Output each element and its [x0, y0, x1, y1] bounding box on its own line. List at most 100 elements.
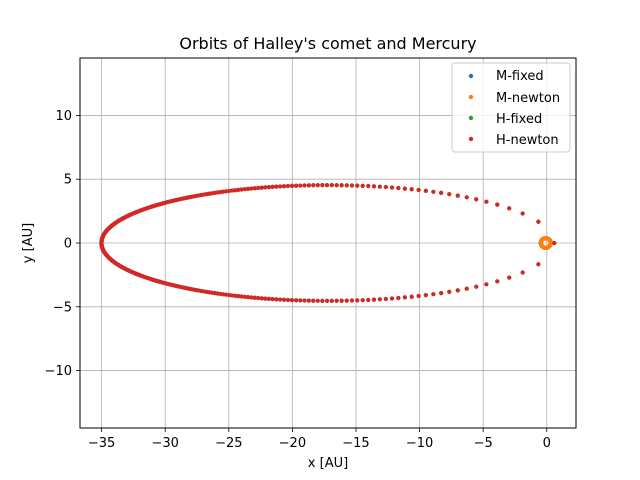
point-h-newton	[266, 296, 271, 301]
series-h-newton	[99, 183, 557, 303]
point-h-newton	[239, 294, 244, 299]
legend-label-m-fixed: M-fixed	[496, 69, 544, 84]
point-h-newton	[278, 297, 283, 302]
point-h-newton	[266, 185, 271, 190]
ticks-layer: −35 −30 −25 −20 −15 −10 −5 0 −10 −5 0 5 10	[45, 109, 551, 451]
legend: M-fixed M-newton H-fixed H-newton	[451, 62, 571, 153]
point-h-newton	[339, 298, 344, 303]
point-h-newton	[233, 293, 238, 298]
point-h-newton	[536, 262, 541, 267]
x-tick-label: −35	[88, 436, 115, 451]
point-h-newton	[306, 298, 311, 303]
point-h-newton	[302, 183, 307, 188]
point-h-newton	[315, 298, 320, 303]
point-h-newton	[355, 183, 360, 188]
legend-label-m-newton: M-newton	[496, 91, 560, 106]
point-h-newton	[256, 295, 261, 301]
point-h-newton	[360, 183, 365, 188]
legend-label-h-newton: H-newton	[496, 133, 559, 148]
chart-title: Orbits of Halley's comet and Mercury	[179, 34, 476, 53]
y-axis-label: y [AU]	[21, 223, 36, 263]
point-h-newton	[230, 293, 235, 298]
point-h-newton	[289, 183, 295, 188]
point-h-newton	[416, 293, 421, 299]
point-h-newton	[298, 298, 303, 303]
legend-box	[451, 62, 571, 153]
point-h-newton	[259, 296, 264, 301]
point-h-newton	[520, 270, 525, 275]
point-h-newton	[252, 186, 257, 191]
point-h-newton	[439, 190, 444, 196]
point-h-newton	[249, 186, 254, 191]
point-h-newton	[298, 183, 303, 188]
point-h-newton	[349, 298, 355, 303]
point-m-newton	[548, 241, 553, 246]
point-h-newton	[236, 294, 241, 299]
legend-marker-m-newton	[468, 94, 474, 100]
point-h-newton	[552, 240, 557, 246]
point-h-newton	[270, 297, 275, 302]
legend-marker-h-newton	[468, 136, 474, 142]
point-h-newton	[402, 186, 408, 191]
point-h-newton	[236, 187, 241, 192]
point-h-newton	[507, 275, 512, 280]
point-h-newton	[431, 189, 436, 194]
point-h-newton	[447, 289, 452, 294]
x-axis-label: x [AU]	[308, 456, 348, 471]
legend-label-h-fixed: H-fixed	[496, 112, 542, 127]
point-h-newton	[409, 294, 414, 299]
point-h-newton	[233, 188, 238, 193]
point-h-newton	[334, 298, 339, 303]
point-h-newton	[242, 187, 247, 192]
x-tick-label: 0	[543, 436, 551, 451]
point-h-newton	[520, 211, 525, 216]
point-h-newton	[320, 298, 325, 303]
point-h-newton	[355, 298, 360, 303]
point-h-newton	[329, 298, 334, 303]
point-h-newton	[416, 187, 421, 193]
point-h-newton	[311, 183, 316, 188]
x-tick-label: −20	[279, 436, 306, 451]
point-h-newton	[389, 296, 395, 301]
point-h-newton	[484, 199, 489, 204]
point-h-newton	[242, 294, 247, 299]
point-h-newton	[423, 293, 428, 298]
point-h-newton	[324, 183, 330, 188]
point-h-newton	[306, 183, 311, 188]
point-h-newton	[245, 295, 251, 300]
point-h-newton	[371, 184, 377, 189]
point-h-newton	[455, 193, 460, 198]
point-h-newton	[263, 296, 268, 301]
point-h-newton	[389, 185, 395, 190]
point-h-newton	[320, 183, 325, 188]
point-h-newton	[311, 298, 316, 303]
y-tick-label: 0	[64, 237, 72, 252]
y-tick-label: 5	[64, 173, 72, 188]
point-h-newton	[344, 298, 349, 303]
point-h-newton	[484, 282, 489, 287]
point-h-newton	[349, 183, 355, 188]
point-h-newton	[495, 202, 500, 207]
point-h-newton	[402, 295, 408, 300]
x-tick-label: −10	[406, 436, 433, 451]
point-h-newton	[360, 298, 365, 303]
point-h-newton	[245, 186, 251, 191]
legend-marker-m-fixed	[468, 73, 474, 79]
x-tick-label: −5	[474, 436, 493, 451]
point-h-newton	[329, 183, 334, 188]
point-h-newton	[263, 185, 268, 190]
point-h-newton	[252, 295, 257, 300]
point-h-newton	[396, 295, 401, 301]
legend-marker-h-fixed	[468, 115, 474, 121]
point-h-newton	[334, 183, 339, 188]
points-layer	[99, 183, 557, 303]
point-h-newton	[396, 185, 401, 191]
point-h-newton	[239, 187, 244, 192]
y-tick-label: 10	[55, 109, 72, 124]
y-tick-label: −5	[53, 300, 72, 315]
point-h-newton	[455, 288, 460, 293]
point-h-newton	[447, 192, 452, 197]
point-h-newton	[274, 184, 279, 189]
point-h-newton	[371, 297, 377, 302]
